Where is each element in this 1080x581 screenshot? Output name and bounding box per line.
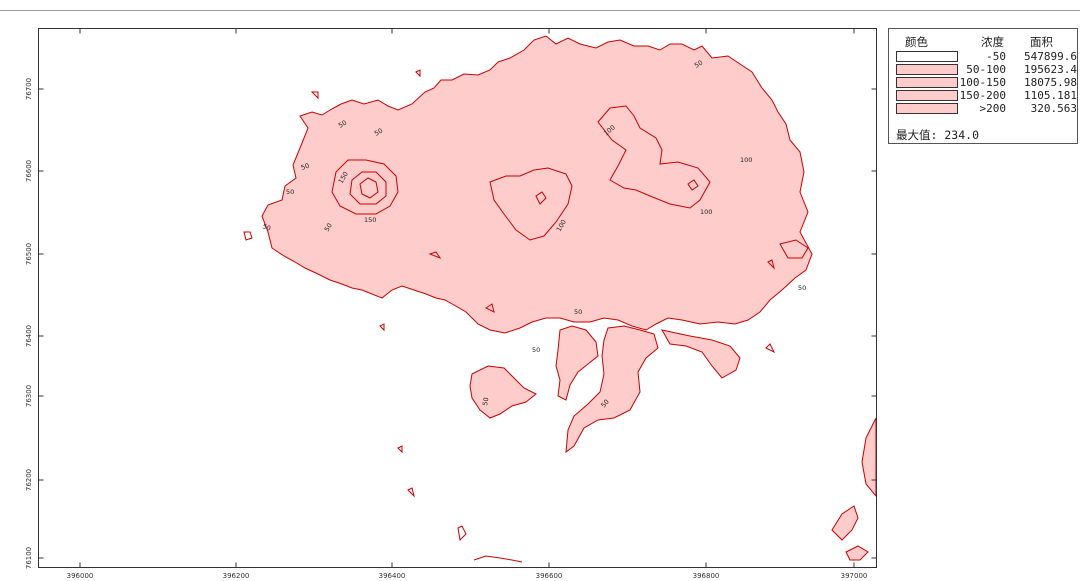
- legend-area: 1105.181: [1024, 89, 1077, 102]
- contour-100-small-b: [687, 179, 699, 191]
- contour-50-main: [261, 35, 813, 334]
- legend-area: 320.563: [1030, 102, 1077, 115]
- y-tick-label: 76400: [25, 325, 33, 347]
- legend-panel: 颜色 浓度 面积 -50 547899.6 50-100 195623.4 10…: [888, 28, 1078, 144]
- legend-header-area: 面积: [1030, 35, 1053, 49]
- x-tick-label: 396800: [693, 572, 720, 580]
- legend-concentration: 50-100: [966, 63, 1006, 76]
- legend-swatch: [896, 51, 958, 62]
- x-tick-label: 397000: [841, 572, 868, 580]
- contour-50-edge-a: [861, 417, 876, 497]
- legend-max-label: 最大值:: [896, 128, 938, 142]
- contour-150-left: [349, 171, 387, 205]
- contour-50-lobe-b: [565, 325, 659, 454]
- contour-100-left: [331, 159, 399, 215]
- contour-label: 50: [693, 59, 704, 70]
- legend-concentration: -50: [986, 50, 1006, 63]
- legend-header-color: 颜色: [905, 35, 928, 49]
- x-tick-label: 396600: [536, 572, 563, 580]
- contour-label: 100: [700, 208, 712, 216]
- y-tick-label: 76700: [25, 78, 33, 100]
- y-tick-label: 76500: [25, 243, 33, 265]
- legend-swatch: [896, 77, 958, 88]
- x-axis: 396000 396200 396400 396600 396800 397000: [67, 28, 868, 580]
- legend-swatch: [896, 103, 958, 114]
- legend-row: -50 547899.6: [889, 50, 1077, 64]
- x-tick-label: 396200: [223, 572, 250, 580]
- contour-label: 50: [532, 346, 540, 354]
- legend-area: 195623.4: [1024, 63, 1077, 76]
- contour-label: 150: [364, 216, 376, 224]
- contour-50-lobe-c: [661, 329, 741, 379]
- contour-50-patch: [469, 365, 537, 419]
- legend-max: 最大值: 234.0: [896, 127, 979, 143]
- legend-max-value: 234.0: [944, 128, 979, 142]
- contour-100-center: [489, 167, 573, 241]
- contour-100-right: [597, 105, 711, 209]
- legend-row: 50-100 195623.4: [889, 63, 1077, 77]
- legend-swatch: [896, 90, 958, 101]
- contour-label: 50: [599, 398, 610, 409]
- y-axis: 76700 76600 76500 76400 76300 76200 76100: [25, 78, 877, 569]
- contour-label: 50: [323, 222, 334, 233]
- contour-label: 50: [373, 127, 384, 138]
- legend-concentration: >200: [979, 102, 1007, 115]
- legend-concentration: 150-200: [959, 89, 1006, 102]
- contour-50-edge-d: [779, 239, 809, 259]
- contour-label: 100: [740, 156, 752, 164]
- contour-label: 50: [574, 308, 582, 316]
- legend-area: 547899.6: [1024, 50, 1077, 63]
- legend-header-concentration: 浓度: [981, 35, 1004, 49]
- legend-row: >200 320.563: [889, 102, 1077, 116]
- contour-200-left: [359, 177, 379, 199]
- contour-label: 50: [798, 284, 806, 292]
- contour-50-edge-b: [831, 505, 859, 541]
- legend-row: 100-150 18075.98: [889, 76, 1077, 90]
- y-tick-label: 76100: [25, 547, 33, 569]
- legend-area: 18075.98: [1024, 76, 1077, 89]
- y-tick-label: 76600: [25, 160, 33, 182]
- speckles: [243, 69, 776, 563]
- x-tick-label: 396400: [379, 572, 406, 580]
- contour-label: 50: [261, 222, 272, 232]
- legend-row: 150-200 1105.181: [889, 89, 1077, 103]
- contour-100-small: [535, 191, 547, 205]
- legend-concentration: 100-150: [959, 76, 1006, 89]
- y-tick-label: 76200: [25, 469, 33, 491]
- contour-label: 50: [337, 119, 348, 130]
- contour-50-lobe-a: [555, 325, 599, 401]
- contour-label: 50: [481, 397, 490, 407]
- contour-label: 50: [286, 188, 294, 196]
- contour-label: 50: [300, 162, 311, 172]
- y-tick-label: 76300: [25, 385, 33, 407]
- legend-swatch: [896, 64, 958, 75]
- x-tick-label: 396000: [67, 572, 94, 580]
- contour-50-edge-c: [845, 545, 869, 561]
